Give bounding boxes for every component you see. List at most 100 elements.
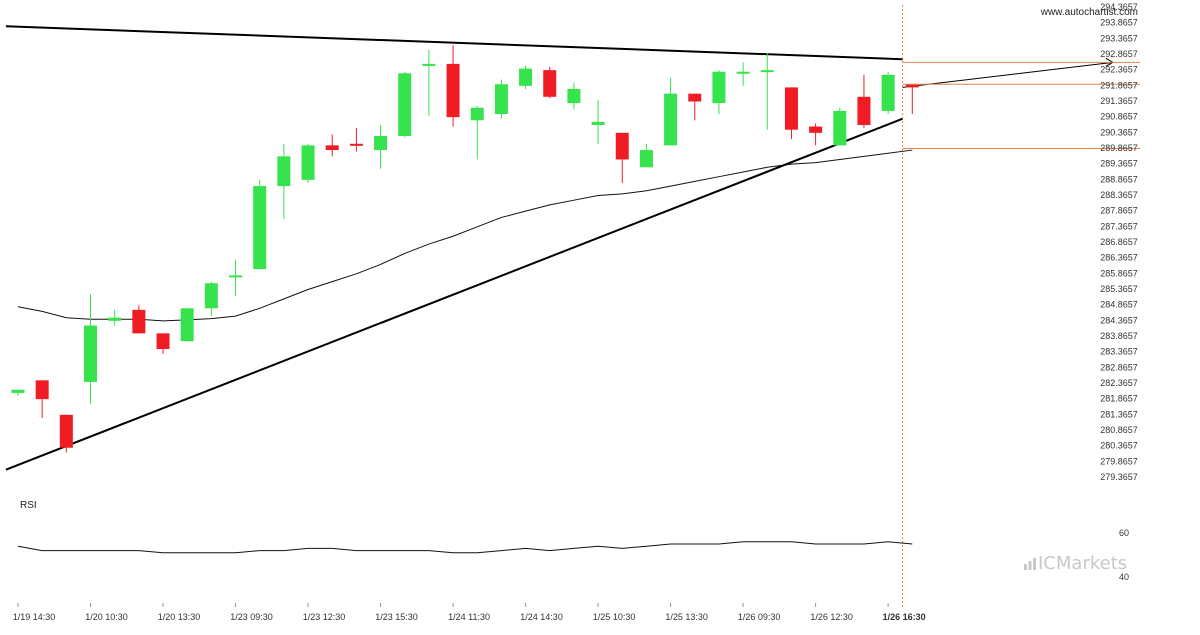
- trendline-resistance: [5, 25, 903, 61]
- candle: [229, 259, 243, 296]
- candle-body: [615, 132, 629, 160]
- moving-average-layer: [17, 149, 913, 322]
- candle-body: [784, 87, 798, 130]
- candle-body: [470, 107, 484, 121]
- x-tick-label: 1/23 09:30: [230, 612, 273, 622]
- candle-body: [349, 143, 363, 146]
- candle-body: [35, 380, 49, 400]
- candle-body: [494, 84, 508, 115]
- x-tick-label: 1/26 12:30: [810, 612, 853, 622]
- y-tick-label: 285.3657: [1100, 284, 1138, 294]
- candle: [422, 49, 436, 116]
- y-tick-label: 288.3657: [1100, 190, 1138, 200]
- candle: [881, 71, 895, 115]
- candle: [277, 143, 291, 219]
- y-tick-label: 290.3657: [1100, 127, 1138, 137]
- watermark: www.autochartist.com: [1040, 7, 1138, 18]
- candle-body: [253, 186, 267, 270]
- candle: [59, 414, 73, 453]
- candle: [180, 308, 194, 342]
- candle: [809, 123, 823, 146]
- bars-icon: [1024, 558, 1036, 570]
- candle: [639, 143, 653, 168]
- y-tick-label: 281.8657: [1100, 394, 1138, 404]
- y-tick-label: 287.3657: [1100, 221, 1138, 231]
- candle-body: [156, 333, 170, 350]
- candle-body: [132, 309, 146, 334]
- candle: [712, 70, 726, 115]
- y-tick-label: 289.8657: [1100, 143, 1138, 153]
- y-tick-label: 292.3657: [1100, 65, 1138, 75]
- y-tick-label: 284.8657: [1100, 300, 1138, 310]
- candle-body: [857, 96, 871, 125]
- x-tick-label: 1/25 10:30: [593, 612, 636, 622]
- icmarkets-logo: ICMarkets: [1024, 553, 1127, 574]
- candle: [301, 143, 315, 183]
- y-tick-label: 280.8657: [1100, 425, 1138, 435]
- brand-prefix: IC: [1038, 553, 1056, 574]
- candle-body: [374, 135, 388, 151]
- y-tick-label: 289.3657: [1100, 159, 1138, 169]
- candle-body: [809, 126, 823, 133]
- candle-body: [301, 145, 315, 180]
- trendline-support: [5, 117, 903, 471]
- y-tick-label: 285.8657: [1100, 268, 1138, 278]
- candle: [11, 389, 25, 397]
- candle: [905, 84, 919, 115]
- x-tick-label: 1/26 09:30: [738, 612, 781, 622]
- candle-body: [180, 308, 194, 342]
- candle-body: [688, 93, 702, 102]
- y-tick-label: 279.3657: [1100, 472, 1138, 482]
- x-tick-label: 1/26 16:30: [883, 612, 926, 622]
- x-tick-label: 1/20 10:30: [85, 612, 128, 622]
- candle: [760, 52, 774, 130]
- candle-body: [59, 414, 73, 448]
- candle: [108, 309, 122, 326]
- candle: [591, 99, 605, 144]
- candle: [156, 333, 170, 354]
- rsi-line: [17, 541, 913, 554]
- y-tick-label: 290.8657: [1100, 112, 1138, 122]
- candle-body: [881, 74, 895, 111]
- rsi-tick-label: 40: [1119, 572, 1129, 582]
- candle-body: [736, 71, 750, 74]
- y-tick-label: 291.8657: [1100, 80, 1138, 90]
- candle-body: [760, 70, 774, 73]
- candle-body: [567, 88, 581, 104]
- y-tick-label: 286.3657: [1100, 253, 1138, 263]
- x-tick-label: 1/23 12:30: [303, 612, 346, 622]
- candle: [615, 132, 629, 183]
- candle-body: [277, 156, 291, 187]
- candle-body: [204, 283, 218, 309]
- y-tick-label: 288.8657: [1100, 174, 1138, 184]
- candle: [446, 45, 460, 127]
- candles-layer: [11, 45, 919, 453]
- y-tick-label: 287.8657: [1100, 206, 1138, 216]
- x-tick-label: 1/23 15:30: [375, 612, 418, 622]
- trendline-layer: [5, 25, 1114, 471]
- candle: [664, 77, 678, 146]
- candle: [857, 74, 871, 129]
- candle: [688, 93, 702, 121]
- y-tick-label: 294.3657: [1100, 2, 1138, 12]
- candle: [204, 281, 218, 317]
- y-tick-label: 293.3657: [1100, 33, 1138, 43]
- candle: [374, 124, 388, 169]
- y-tick-label: 292.8657: [1100, 49, 1138, 59]
- candle: [84, 294, 98, 404]
- y-tick-label: 291.3657: [1100, 96, 1138, 106]
- candle: [132, 305, 146, 334]
- candle-body: [664, 93, 678, 146]
- candle: [398, 71, 412, 138]
- candle: [325, 134, 339, 157]
- candle-body: [229, 275, 243, 278]
- y-tick-label: 280.3657: [1100, 441, 1138, 451]
- rsi-label: RSI: [20, 500, 37, 511]
- levels-layer: [902, 5, 1140, 608]
- y-tick-label: 283.3657: [1100, 347, 1138, 357]
- candle-body: [11, 389, 25, 393]
- candle-body: [398, 73, 412, 136]
- rsi-tick-label: 60: [1119, 528, 1129, 538]
- axes-layer: 294.3657 293.8657 293.3657 292.8657 292.3657…: [13, 2, 1138, 622]
